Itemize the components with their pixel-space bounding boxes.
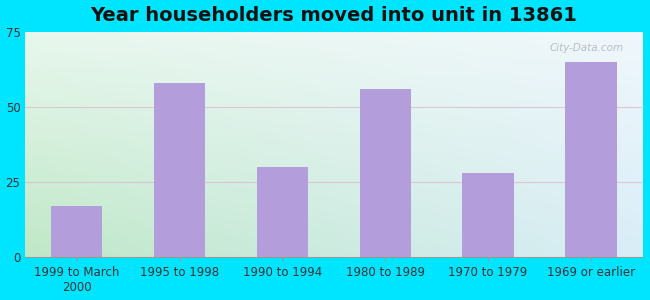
Bar	[257, 167, 308, 257]
Bar	[51, 206, 103, 257]
Bar	[154, 83, 205, 257]
Bar	[359, 89, 411, 257]
Bar	[566, 62, 617, 257]
Bar	[462, 173, 514, 257]
Title: Year householders moved into unit in 13861: Year householders moved into unit in 138…	[90, 6, 577, 25]
Text: City-Data.com: City-Data.com	[550, 43, 624, 53]
